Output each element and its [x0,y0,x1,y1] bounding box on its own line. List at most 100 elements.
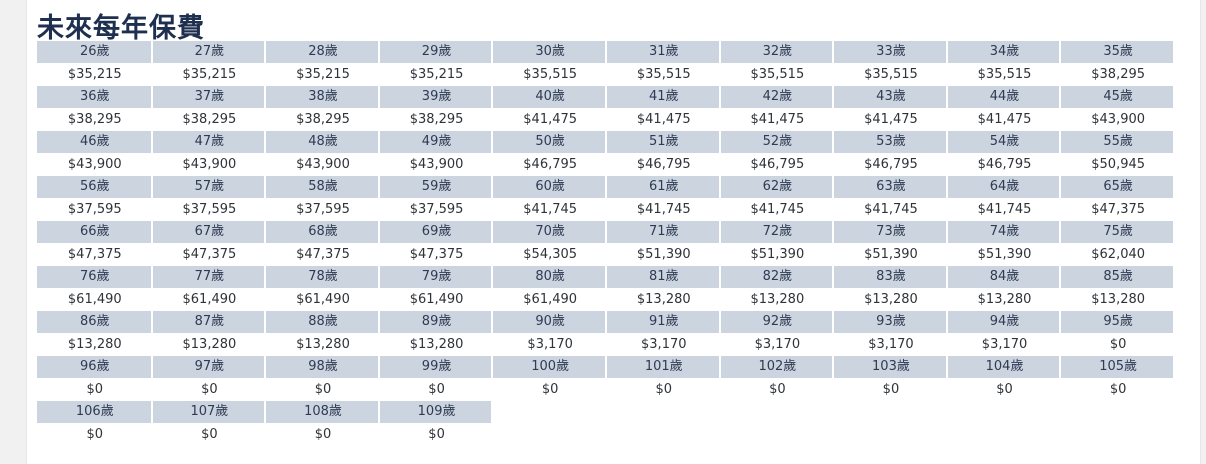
age-cell: 37歲 [150,86,265,108]
premium-cell: $37,595 [37,198,151,221]
age-cell: 94歲 [945,311,1060,333]
premium-cell: $41,475 [491,108,605,131]
age-cell: 100歲 [491,356,605,378]
age-row: 76歲 77歲 78歲 79歲 80歲 81歲 82歲 83歲 84歲 85歲 [37,266,1189,288]
age-cell: 81歲 [604,266,719,288]
premium-cell: $3,170 [491,333,605,356]
premium-cell: $41,475 [604,108,719,131]
age-row: 56歲 57歲 58歲 59歲 60歲 61歲 62歲 63歲 64歲 65歲 [37,176,1189,198]
age-cell: 76歲 [37,266,151,288]
premium-cell: $43,900 [1059,108,1173,131]
premium-row: $61,490 $61,490 $61,490 $61,490 $61,490 $13,2… [37,288,1189,311]
age-cell: 50歲 [491,131,605,153]
premium-row: $47,375 $47,375 $47,375 $47,375 $54,305 $51,3… [37,243,1189,266]
premium-cell: $13,280 [150,333,265,356]
premium-cell: $0 [832,378,946,401]
premium-cell: $61,490 [264,288,378,311]
age-cell: 27歲 [150,41,265,63]
age-cell: 38歲 [264,86,378,108]
age-cell: 29歲 [377,41,492,63]
premium-row: $35,215 $35,215 $35,215 $35,215 $35,515 $35,5… [37,63,1189,86]
age-cell: 39歲 [377,86,492,108]
premium-cell: $38,295 [150,108,265,131]
premium-cell: $38,295 [37,108,151,131]
age-cell: 105歲 [1059,356,1173,378]
premium-cell: $0 [718,378,833,401]
age-cell: 79歲 [377,266,492,288]
premium-cell: $47,375 [377,243,492,266]
premium-cell: $38,295 [1059,63,1173,86]
age-cell: 84歲 [945,266,1060,288]
premium-cell: $47,375 [264,243,378,266]
premium-cell: $51,390 [604,243,719,266]
age-cell: 77歲 [150,266,265,288]
premium-cell: $0 [491,378,605,401]
premium-cell: $13,280 [264,333,378,356]
premium-cell: $47,375 [150,243,265,266]
age-cell: 36歲 [37,86,151,108]
age-cell: 69歲 [377,221,492,243]
premium-row: $0 $0 $0 $0 $0 $0 $0 $0 $0 $0 [37,378,1189,401]
document-sheet: 未來每年保費 26歲 27歲 28歲 29歲 30歲 31歲 32歲 33歲 34歲 35歲 $35… [26,0,1201,464]
age-row: 46歲 47歲 48歲 49歲 50歲 51歲 52歲 53歲 54歲 55歲 [37,131,1189,153]
age-cell: 59歲 [377,176,492,198]
age-row: 36歲 37歲 38歲 39歲 40歲 41歲 42歲 43歲 44歲 45歲 [37,86,1189,108]
premium-row: $38,295 $38,295 $38,295 $38,295 $41,475 $41,4… [37,108,1189,131]
age-cell: 72歲 [718,221,833,243]
age-cell: 102歲 [718,356,833,378]
premium-cell: $38,295 [377,108,492,131]
age-cell: 107歲 [150,401,265,423]
premium-cell: $35,215 [264,63,378,86]
age-cell: 55歲 [1059,131,1173,153]
age-cell: 73歲 [832,221,946,243]
age-cell: 31歲 [604,41,719,63]
age-cell: 89歲 [377,311,492,333]
age-cell: 98歲 [264,356,378,378]
premium-cell: $43,900 [377,153,492,176]
premium-cell: $3,170 [945,333,1060,356]
premium-cell: $41,745 [718,198,833,221]
age-cell: 74歲 [945,221,1060,243]
premium-cell: $41,475 [832,108,946,131]
age-cell: 86歲 [37,311,151,333]
premium-cell: $13,280 [718,288,833,311]
age-cell: 32歲 [718,41,833,63]
premium-cell: $47,375 [1059,198,1173,221]
premium-cell: $51,390 [832,243,946,266]
age-cell: 47歲 [150,131,265,153]
age-cell: 30歲 [491,41,605,63]
age-cell: 104歲 [945,356,1060,378]
premium-row: $13,280 $13,280 $13,280 $13,280 $3,170 $3,170… [37,333,1189,356]
premium-cell: $13,280 [377,333,492,356]
age-cell: 28歲 [264,41,378,63]
premium-cell: $41,745 [604,198,719,221]
age-cell: 68歲 [264,221,378,243]
age-cell: 95歲 [1059,311,1173,333]
age-cell: 90歲 [491,311,605,333]
age-cell: 61歲 [604,176,719,198]
premium-cell: $41,745 [945,198,1060,221]
age-cell: 33歲 [832,41,946,63]
premium-cell: $0 [150,378,265,401]
age-cell: 75歲 [1059,221,1173,243]
premium-cell: $41,745 [832,198,946,221]
age-cell: 42歲 [718,86,833,108]
premium-cell: $3,170 [832,333,946,356]
age-cell: 103歲 [832,356,946,378]
age-cell: 108歲 [264,401,378,423]
premium-cell: $0 [1059,378,1173,401]
premium-cell: $37,595 [150,198,265,221]
premium-cell: $51,390 [718,243,833,266]
premium-cell: $13,280 [1059,288,1173,311]
premium-cell: $43,900 [37,153,151,176]
age-cell: 66歲 [37,221,151,243]
age-cell: 52歲 [718,131,833,153]
age-cell: 58歲 [264,176,378,198]
premium-cell: $62,040 [1059,243,1173,266]
premium-cell: $0 [37,423,151,446]
age-cell: 65歲 [1059,176,1173,198]
age-cell: 92歲 [718,311,833,333]
age-cell: 78歲 [264,266,378,288]
premium-table: 26歲 27歲 28歲 29歲 30歲 31歲 32歲 33歲 34歲 35歲 $35,215 $35… [37,41,1189,446]
premium-cell: $46,795 [491,153,605,176]
